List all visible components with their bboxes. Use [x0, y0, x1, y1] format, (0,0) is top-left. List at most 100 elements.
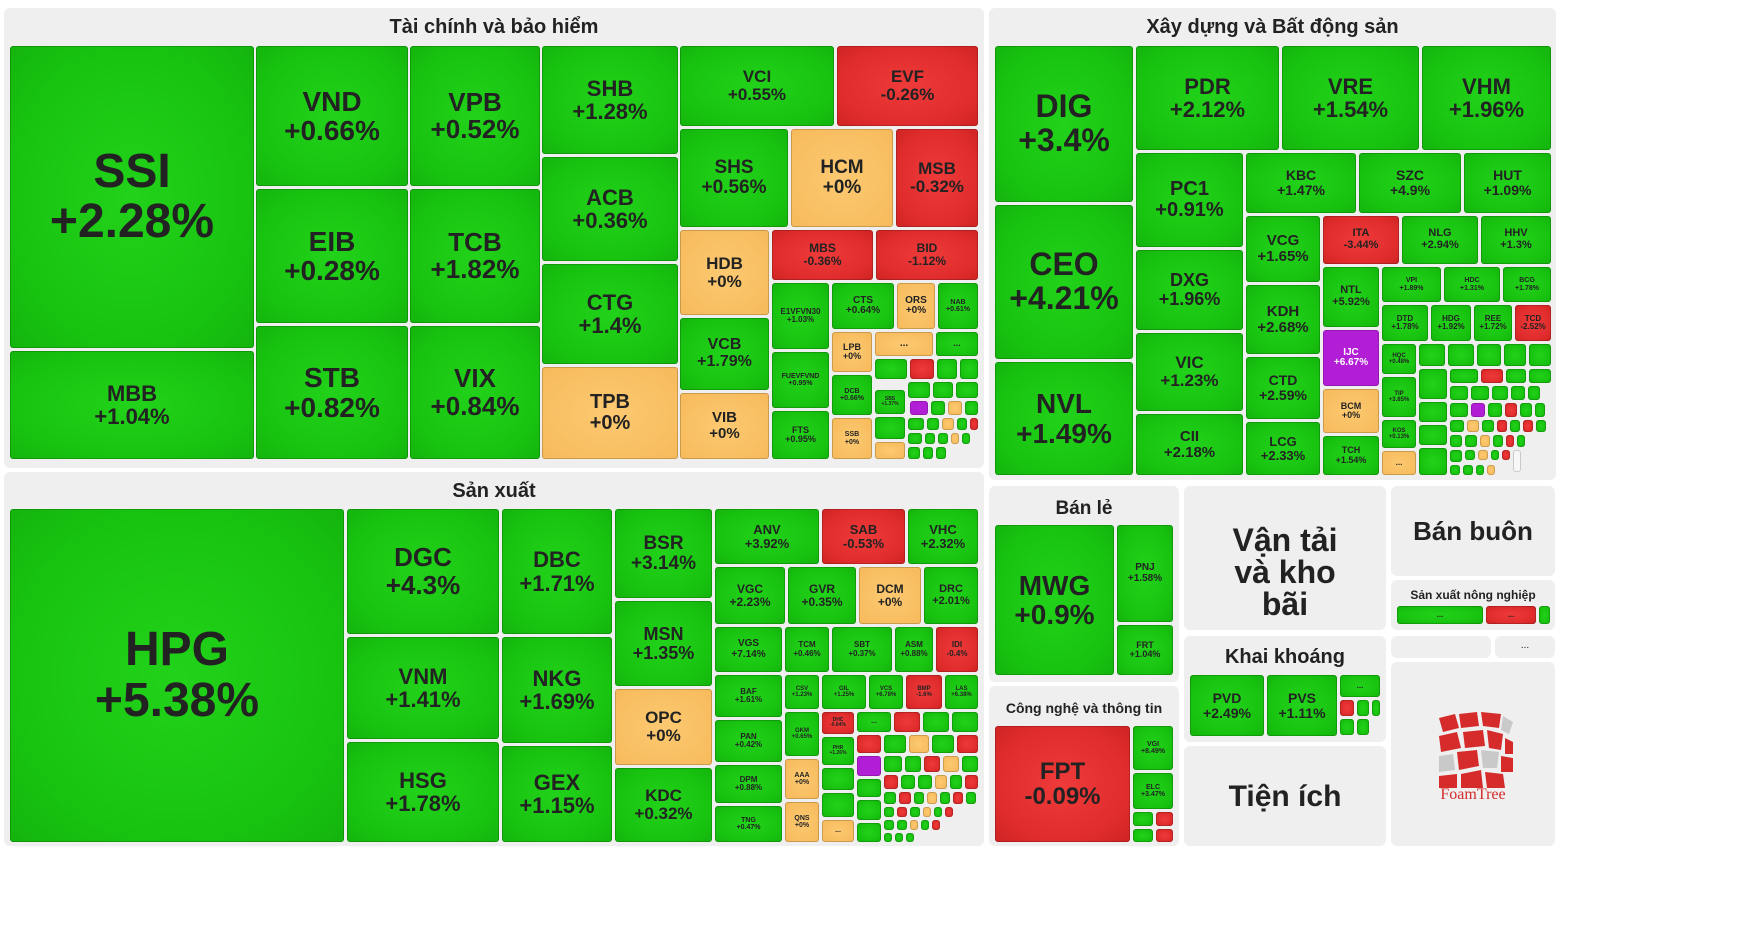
- group-misc-1[interactable]: [1391, 636, 1491, 658]
- tile-mbb[interactable]: MBB +1.04%: [10, 351, 254, 459]
- tile-more-manufacturing-2[interactable]: ...: [857, 712, 891, 732]
- mini-tile[interactable]: [927, 418, 939, 430]
- group-transport[interactable]: Vận tải và kho bãi: [1184, 486, 1386, 630]
- tile-ceo[interactable]: CEO +4.21%: [995, 205, 1133, 359]
- mini-tile[interactable]: [857, 756, 881, 776]
- mini-tile[interactable]: [857, 800, 881, 820]
- tile-hqc[interactable]: HQC +0.48%: [1382, 344, 1416, 374]
- tile-hdc[interactable]: HDC +1.31%: [1444, 267, 1500, 302]
- tile-more-finance-2[interactable]: ...: [936, 332, 978, 356]
- tile-fts[interactable]: FTS +0.95%: [772, 411, 829, 459]
- tile-gex[interactable]: GEX +1.15%: [502, 746, 612, 842]
- tile-drc[interactable]: DRC +2.01%: [924, 567, 978, 624]
- mini-tile[interactable]: [1471, 403, 1485, 417]
- tile-lcg[interactable]: LCG +2.33%: [1246, 422, 1320, 475]
- tile-vix[interactable]: VIX +0.84%: [410, 326, 540, 459]
- mini-tile[interactable]: [1506, 369, 1526, 383]
- mini-tile[interactable]: [924, 756, 940, 772]
- tile-kdc[interactable]: KDC +0.32%: [615, 768, 712, 842]
- tile-idi[interactable]: IDI -0.4%: [936, 627, 978, 672]
- mini-tile[interactable]: [1450, 465, 1460, 475]
- mini-tile[interactable]: [1419, 448, 1447, 475]
- mini-tile[interactable]: [884, 775, 898, 789]
- mini-tile[interactable]: [884, 833, 892, 842]
- mini-tile[interactable]: [942, 418, 954, 430]
- tile-ssb[interactable]: SSB +0%: [832, 418, 872, 459]
- tile-asm[interactable]: ASM +0.88%: [895, 627, 933, 672]
- mini-tile[interactable]: [1529, 369, 1551, 383]
- mini-tile[interactable]: [875, 359, 907, 379]
- tile-e1vfvn30[interactable]: E1VFVN30 +1.03%: [772, 283, 829, 349]
- tile-shs[interactable]: SHS +0.56%: [680, 129, 788, 227]
- mini-tile[interactable]: [1133, 812, 1153, 826]
- mini-tile[interactable]: [1520, 403, 1532, 417]
- mini-tile[interactable]: [940, 792, 950, 804]
- tile-hdg[interactable]: HDG +1.92%: [1431, 305, 1471, 341]
- mini-tile[interactable]: [918, 775, 932, 789]
- tile-gvr[interactable]: GVR +0.35%: [788, 567, 856, 624]
- tile-nkg[interactable]: NKG +1.69%: [502, 637, 612, 743]
- mini-tile[interactable]: [1487, 465, 1495, 475]
- mini-tile[interactable]: [931, 401, 945, 415]
- mini-tile[interactable]: [908, 447, 920, 459]
- mini-tile[interactable]: [1505, 403, 1517, 417]
- tile-vnd[interactable]: VND +0.66%: [256, 46, 408, 186]
- mini-tile[interactable]: [970, 418, 978, 430]
- tile-vhm[interactable]: VHM +1.96%: [1422, 46, 1551, 150]
- tile-bcg[interactable]: BCG +1.78%: [1503, 267, 1551, 302]
- tile-csv[interactable]: CSV +1.23%: [785, 675, 819, 709]
- mini-tile[interactable]: [884, 807, 894, 817]
- tile-dcm[interactable]: DCM +0%: [859, 567, 921, 624]
- tile-hpg[interactable]: HPG +5.38%: [10, 509, 344, 842]
- mini-tile[interactable]: [923, 447, 933, 459]
- tile-kdh[interactable]: KDH +2.68%: [1246, 285, 1320, 354]
- mini-tile[interactable]: [857, 735, 881, 753]
- mini-tile[interactable]: [1156, 829, 1173, 842]
- mini-tile[interactable]: [906, 833, 914, 842]
- mini-tile[interactable]: [884, 820, 894, 830]
- mini-tile[interactable]: [822, 793, 854, 817]
- mini-tile[interactable]: [910, 359, 934, 379]
- tile-more-agri-2[interactable]: ...: [1486, 606, 1536, 624]
- mini-tile[interactable]: [894, 712, 920, 732]
- mini-tile[interactable]: [1419, 425, 1447, 445]
- tile-tng[interactable]: TNG +0.47%: [715, 806, 782, 842]
- mini-tile[interactable]: [884, 792, 896, 804]
- mini-tile[interactable]: [1488, 403, 1502, 417]
- mini-tile[interactable]: [884, 756, 902, 772]
- mini-tile[interactable]: [1477, 344, 1501, 366]
- mini-tile[interactable]: [1491, 450, 1499, 460]
- tile-lpb[interactable]: LPB +0%: [832, 332, 872, 372]
- mini-tile[interactable]: [962, 756, 978, 772]
- tile-tch[interactable]: TCH +1.54%: [1323, 436, 1379, 475]
- tile-vhc[interactable]: VHC +2.32%: [908, 509, 978, 564]
- mini-tile[interactable]: [884, 735, 906, 753]
- mini-tile[interactable]: [1471, 386, 1489, 400]
- tile-ntl[interactable]: NTL +5.92%: [1323, 267, 1379, 327]
- tile-pc1[interactable]: PC1 +0.91%: [1136, 153, 1243, 247]
- mini-tile[interactable]: [1482, 420, 1494, 432]
- mini-tile[interactable]: [1529, 344, 1551, 366]
- mini-tile[interactable]: [899, 792, 911, 804]
- tile-phr[interactable]: PHR +1.26%: [822, 737, 854, 765]
- mini-tile[interactable]: [1450, 386, 1468, 400]
- tile-pdr[interactable]: PDR +2.12%: [1136, 46, 1279, 150]
- mini-tile[interactable]: [895, 833, 903, 842]
- mini-tile[interactable]: [1523, 420, 1533, 432]
- tile-mbs[interactable]: MBS -0.36%: [772, 230, 873, 280]
- tile-vcg[interactable]: VCG +1.65%: [1246, 216, 1320, 282]
- tile-elc[interactable]: ELC +3.47%: [1133, 773, 1173, 809]
- tile-dtd[interactable]: DTD +1.78%: [1382, 305, 1428, 341]
- tile-opc[interactable]: OPC +0%: [615, 689, 712, 765]
- tile-nlg[interactable]: NLG +2.94%: [1402, 216, 1478, 264]
- tile-ita[interactable]: ITA -3.44%: [1323, 216, 1399, 264]
- tile-vic[interactable]: VIC +1.23%: [1136, 333, 1243, 411]
- tile-acb[interactable]: ACB +0.36%: [542, 157, 678, 261]
- tile-aaa[interactable]: AAA +0%: [785, 759, 819, 799]
- tile-vgc[interactable]: VGC +2.23%: [715, 567, 785, 624]
- mini-tile[interactable]: [1476, 465, 1484, 475]
- mini-tile[interactable]: [1372, 700, 1380, 716]
- mini-tile[interactable]: [1448, 344, 1474, 366]
- mini-tile[interactable]: [910, 807, 920, 817]
- tile-sbs[interactable]: SBS +1.37%: [875, 390, 905, 414]
